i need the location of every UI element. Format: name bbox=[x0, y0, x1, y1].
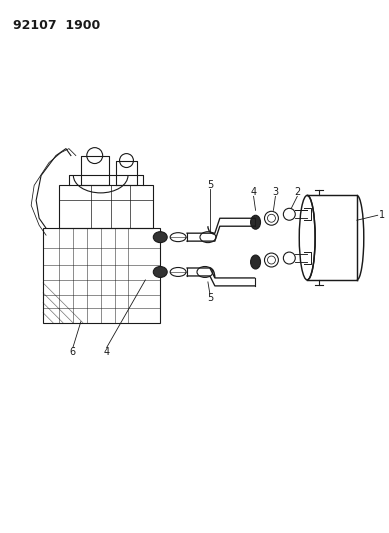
Text: 5: 5 bbox=[207, 181, 213, 190]
Text: 5: 5 bbox=[207, 293, 213, 303]
Bar bbox=[43, 228, 160, 322]
Ellipse shape bbox=[251, 215, 261, 229]
Text: 92107  1900: 92107 1900 bbox=[13, 19, 100, 33]
Ellipse shape bbox=[251, 255, 261, 269]
Text: 3: 3 bbox=[272, 188, 279, 197]
Text: 1: 1 bbox=[378, 210, 385, 220]
Text: 4: 4 bbox=[251, 188, 257, 197]
Ellipse shape bbox=[153, 266, 167, 278]
Text: 4: 4 bbox=[103, 346, 110, 357]
Bar bbox=[59, 185, 153, 228]
Ellipse shape bbox=[153, 232, 167, 243]
Text: 2: 2 bbox=[294, 188, 300, 197]
Text: 6: 6 bbox=[70, 346, 76, 357]
